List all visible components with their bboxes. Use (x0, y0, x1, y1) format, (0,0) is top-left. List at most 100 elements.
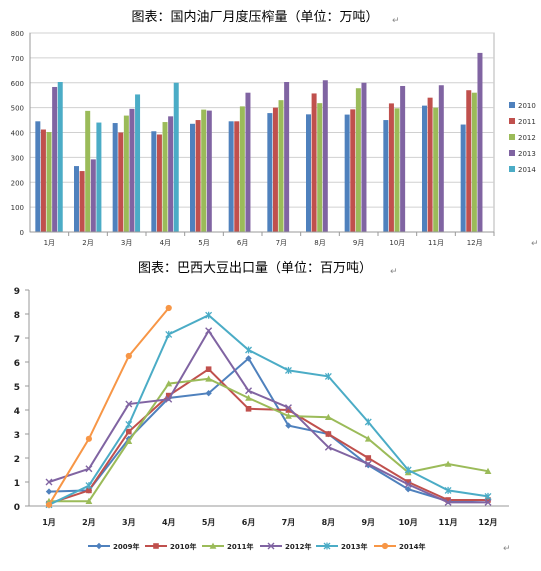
bar-2013 (477, 52, 483, 233)
x-tick-label: 3月 (122, 518, 136, 527)
y-tick-label: 6 (14, 359, 20, 369)
point-2010年 (205, 366, 212, 372)
point-2012年 (45, 478, 53, 486)
x-tick-label: 11月 (428, 239, 444, 247)
series-line-2011年 (49, 377, 489, 503)
legend-swatch-2014 (509, 166, 515, 172)
y-tick-label: 0 (20, 229, 24, 237)
point-2011年 (205, 375, 213, 382)
point-2011年 (125, 437, 133, 444)
bar-2013 (438, 85, 444, 232)
y-tick-label: 4 (14, 407, 20, 417)
bar-2010 (422, 105, 427, 232)
legend-marker-2010年 (153, 543, 159, 549)
bar-2010 (267, 113, 273, 232)
x-tick-label: 7月 (276, 239, 287, 247)
bar-2010 (228, 121, 234, 232)
point-2011年 (165, 380, 173, 387)
legend-label-2010年: 2010年 (170, 542, 196, 551)
point-2014年 (85, 435, 93, 442)
point-2010年 (245, 406, 252, 412)
y-tick-label: 300 (11, 154, 24, 162)
bar-2012 (278, 100, 284, 232)
legend-swatch-2011 (509, 118, 515, 124)
bar-2011 (466, 90, 472, 233)
point-2009年 (245, 355, 252, 362)
legend-marker-2012年 (267, 542, 275, 550)
y-tick-label: 700 (11, 55, 24, 63)
bar-2013 (245, 92, 251, 232)
bar-2012 (239, 106, 245, 232)
y-tick-label: 100 (11, 204, 24, 212)
legend-marker-2009年 (95, 542, 103, 550)
bar-2011 (118, 132, 124, 232)
bar-2010 (151, 131, 157, 232)
legend-label-2012: 2012 (518, 134, 536, 142)
bar-2010 (74, 166, 79, 232)
bar-2012 (85, 110, 91, 232)
line-chart-return-mark: ↵ (503, 544, 511, 554)
x-tick-label: 10月 (389, 239, 405, 247)
x-tick-label: 3月 (121, 239, 132, 247)
point-2009年 (404, 486, 412, 493)
x-tick-label: 4月 (160, 239, 171, 247)
y-tick-label: 1 (14, 479, 20, 489)
point-2014年 (165, 304, 172, 312)
x-tick-label: 8月 (314, 239, 325, 247)
bar-2010 (35, 121, 41, 232)
legend-label-2011: 2011 (518, 118, 536, 126)
bar-chart-title-return-mark: ↵ (392, 16, 400, 26)
point-2013年 (324, 372, 332, 380)
point-2011年 (444, 460, 452, 467)
bar-2013 (52, 86, 58, 232)
bar-2014 (57, 82, 63, 232)
point-2013年 (364, 418, 372, 426)
point-2010年 (405, 479, 411, 485)
point-2012年 (165, 395, 173, 403)
point-2009年 (285, 422, 292, 429)
bar-2014 (135, 94, 141, 232)
legend-marker-2014年 (381, 542, 389, 550)
x-tick-label: 9月 (353, 239, 364, 247)
point-2011年 (85, 497, 93, 504)
bar-2013 (400, 85, 406, 232)
x-tick-label: 4月 (162, 518, 176, 527)
point-2013年 (85, 482, 93, 490)
bar-2011 (40, 129, 46, 232)
bar-2011 (427, 97, 433, 232)
bar-2014 (173, 82, 179, 232)
legend-swatch-2010 (509, 102, 515, 108)
bar-2013 (284, 82, 290, 232)
point-2010年 (485, 497, 491, 503)
bar-2010 (344, 114, 350, 232)
x-tick-label: 9月 (361, 518, 375, 527)
point-2013年 (484, 492, 492, 500)
legend-label-2014: 2014 (518, 166, 536, 174)
bar-2013 (206, 110, 212, 232)
bar-2013 (168, 116, 174, 232)
bar-2013 (90, 159, 96, 232)
bar-2013 (129, 108, 135, 232)
point-2010年 (445, 497, 451, 503)
bar-2012 (394, 108, 400, 232)
line-chart-title: 图表：巴西大豆出口量（单位：百万吨） (138, 261, 372, 276)
y-tick-label: 8 (14, 311, 20, 321)
legend-label-2009年: 2009年 (113, 542, 139, 551)
y-tick-label: 0 (14, 503, 20, 513)
point-2013年 (444, 486, 452, 494)
bar-2014 (96, 122, 102, 232)
x-tick-label: 11月 (439, 518, 458, 527)
point-2012年 (364, 460, 372, 468)
y-tick-label: 500 (11, 105, 24, 113)
x-tick-label: 12月 (467, 239, 483, 247)
series-line-2014年 (48, 307, 170, 506)
point-2012年 (284, 404, 292, 412)
bar-chart: 0 100 200 300 400 500 600 700 800 1月 2月 3月 4月 5月 6月 7月 8… (11, 30, 537, 247)
point-2010年 (365, 455, 372, 461)
bar-2012 (123, 115, 129, 232)
y-tick-label: 800 (11, 30, 24, 38)
point-2013年 (245, 346, 253, 354)
point-2010年 (126, 428, 132, 435)
point-2012年 (324, 443, 332, 451)
